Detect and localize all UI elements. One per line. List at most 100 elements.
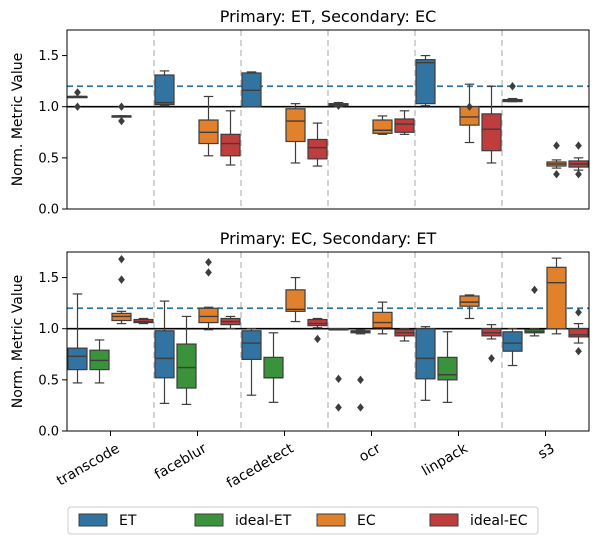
outlier-point (205, 268, 212, 277)
box-body (285, 108, 306, 143)
box-body (502, 331, 523, 352)
panels: 0.0 0.5 1.0 1.5 Primary: ET, Secondary: EC No… (10, 7, 590, 440)
group-facedetect (241, 71, 328, 167)
box-s3-ET (502, 82, 523, 103)
box-facedetect-ET (241, 328, 262, 396)
group-transcode (67, 88, 132, 126)
legend-entry-ET: ET (78, 513, 137, 529)
box-facedetect-ET (241, 71, 262, 108)
box-body (568, 328, 589, 338)
box-facedetect-EC (285, 276, 306, 323)
box-linpack-ideal-EC (481, 324, 502, 363)
box-faceblur-ideal-ET (176, 315, 197, 406)
legend-frame (67, 506, 539, 535)
x-tick-label: linpack (419, 440, 471, 479)
box-linpack-ET (415, 54, 436, 107)
box-body (415, 328, 436, 380)
outlier-point (314, 334, 321, 344)
box-s3-EC (546, 257, 567, 335)
y-tick-label: 0.5 (38, 373, 59, 388)
group-linpack (415, 54, 502, 164)
box-body (372, 119, 393, 134)
box-faceblur-ET (154, 300, 175, 404)
box-s3-ideal-EC (568, 141, 589, 179)
box-faceblur-EC (198, 95, 219, 157)
box-body (154, 74, 175, 106)
legend-swatch (316, 513, 346, 527)
x-tick-label: s3 (535, 441, 557, 463)
box-ocr-EC (372, 115, 393, 135)
outlier-point (575, 347, 582, 356)
y-axis-label: Norm. Metric Value (10, 53, 26, 187)
outlier-point (575, 141, 582, 150)
box-s3-ET (502, 328, 523, 367)
box-faceblur-EC (198, 258, 219, 331)
y-tick-label: 0.0 (38, 203, 59, 218)
panel-1: 0.0 0.5 1.0 1.5 Primary: ET, Secondary: EC No… (10, 7, 590, 218)
box-transcode-EC (111, 254, 132, 325)
group-facedetect (241, 276, 328, 403)
group-s3 (502, 257, 589, 367)
outlier-point (335, 403, 342, 412)
outlier-point (357, 403, 364, 412)
panel-title: Primary: EC, Secondary: ET (220, 229, 437, 248)
box-s3-ideal-ET (524, 285, 545, 337)
legend-entry-ideal-EC: ideal-EC (429, 513, 528, 529)
box-transcode-EC (111, 102, 132, 126)
outlier-point (553, 170, 560, 179)
box-transcode-ET (67, 88, 88, 111)
group-faceblur (154, 70, 241, 166)
legend: ET ideal-ET EC ideal-EC (67, 506, 539, 535)
box-facedetect-ideal-EC (307, 317, 328, 344)
x-tick-labels: transcode faceblur facedetect ocr linpack s3 (54, 431, 558, 492)
legend-label: ideal-EC (470, 513, 528, 529)
box-transcode-ideal-ET (89, 339, 110, 384)
outlier-point (205, 258, 212, 267)
y-tick-label: 1.5 (38, 271, 59, 286)
box-facedetect-ideal-ET (263, 332, 284, 403)
outlier-point (118, 254, 125, 264)
box-faceblur-ideal-EC (220, 110, 241, 166)
box-s3-ideal-EC (568, 308, 589, 356)
box-body (481, 113, 502, 152)
outlier-point (335, 101, 342, 110)
plot-area (67, 252, 589, 431)
box-body (176, 343, 197, 389)
outlier-point (118, 275, 125, 284)
box-body (415, 59, 436, 105)
group-ocr (328, 301, 415, 412)
plot-frame (66, 251, 590, 432)
group-ocr (328, 101, 415, 135)
outlier-point (531, 285, 538, 295)
x-tick-label: ocr (356, 440, 383, 465)
panel-2: 0.0 0.5 1.0 1.5 Primary: EC, Secondary: ET No… (10, 229, 590, 440)
box-body (67, 347, 88, 371)
y-tick-label: 1.0 (38, 322, 59, 337)
group-faceblur (154, 258, 241, 406)
legend-swatch (78, 513, 108, 527)
outlier-point (553, 141, 560, 150)
box-linpack-ideal-ET (437, 331, 458, 403)
plot-area (67, 30, 589, 209)
legend-label: EC (357, 513, 376, 529)
y-axis-label: Norm. Metric Value (10, 275, 26, 409)
box-body (154, 330, 175, 379)
box-facedetect-ideal-EC (307, 122, 328, 167)
box-body (241, 330, 262, 361)
box-ocr-ET (328, 328, 349, 412)
outlier-point (488, 354, 495, 363)
y-tick-label: 1.5 (38, 49, 59, 64)
box-ocr-ideal-EC (394, 110, 415, 135)
legend-entry-EC: EC (316, 513, 376, 529)
plot-frame (66, 29, 590, 210)
box-body (263, 356, 284, 379)
legend-label: ET (119, 513, 137, 529)
box-body (307, 318, 328, 327)
box-linpack-EC (459, 294, 480, 320)
outlier-point (118, 116, 125, 126)
box-body (307, 138, 328, 160)
legend-swatch (429, 513, 459, 527)
box-linpack-EC (459, 83, 480, 144)
group-transcode (67, 254, 154, 384)
